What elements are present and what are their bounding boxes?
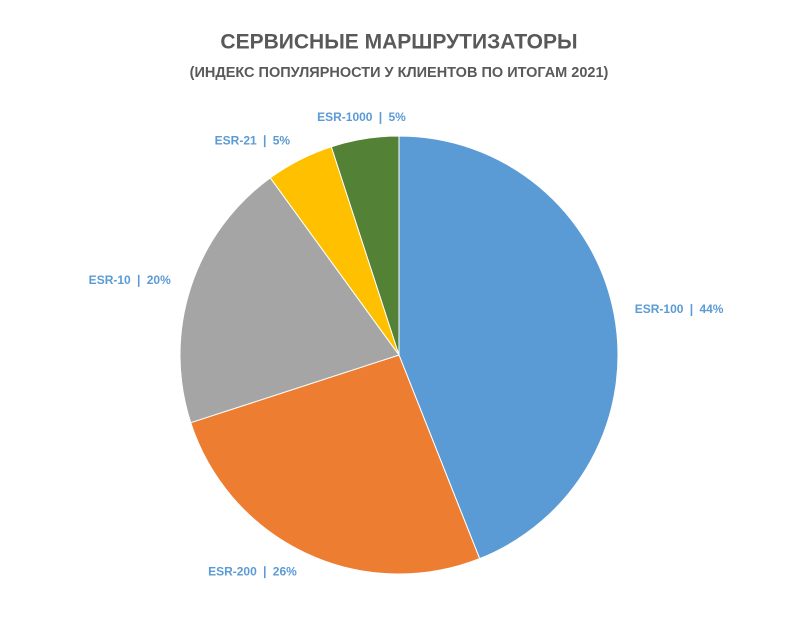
slice-label: ESR-1000 5% [317, 110, 406, 124]
label-value: 44% [699, 302, 723, 316]
pie-slice [179, 177, 400, 424]
pie-slice [190, 354, 481, 575]
pie-slice [330, 135, 400, 356]
slice-label: ESR-200 26% [208, 564, 297, 578]
label-category: ESR-100 [635, 302, 684, 316]
slice-label: ESR-100 44% [635, 302, 724, 316]
label-category: ESR-200 [208, 564, 257, 578]
label-category: ESR-10 [89, 273, 131, 287]
slice-label: ESR-10 20% [89, 273, 171, 287]
chart-subtitle: (ИНДЕКС ПОПУЛЯРНОСТИ У КЛИЕНТОВ ПО ИТОГА… [190, 65, 609, 81]
slice-label: ESR-21 5% [215, 133, 291, 147]
chart-title: СЕРВИСНЫЕ МАРШРУТИЗАТОРЫ [220, 31, 577, 54]
label-value: 5% [273, 133, 291, 147]
label-category: ESR-21 [215, 133, 257, 147]
label-value: 5% [388, 110, 406, 124]
label-value: 26% [273, 564, 297, 578]
label-category: ESR-1000 [317, 110, 373, 124]
pie-slice [398, 135, 619, 560]
label-value: 20% [147, 273, 171, 287]
